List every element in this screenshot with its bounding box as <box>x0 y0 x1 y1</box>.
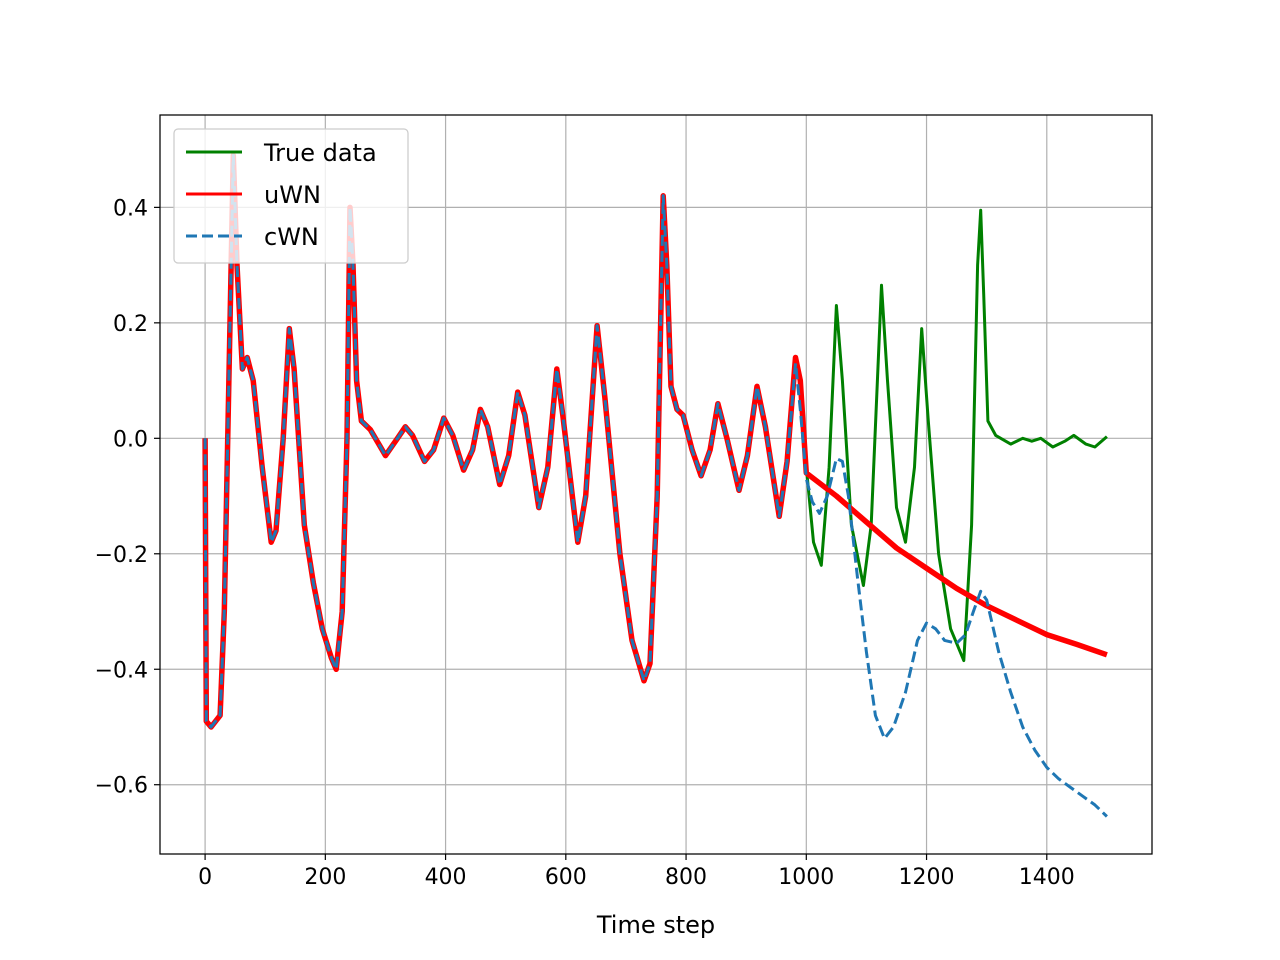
y-tick-label: −0.6 <box>95 774 148 799</box>
x-axis: 0 200 400 600 800 1000 1200 1400 <box>198 854 1075 890</box>
y-tick-label: −0.2 <box>95 543 148 568</box>
y-tick-label: 0.4 <box>113 196 148 221</box>
legend-box <box>173 128 409 264</box>
plot-area <box>202 152 1108 818</box>
y-tick-label: 0.2 <box>113 312 148 337</box>
x-tick-label: 1200 <box>899 865 955 890</box>
series-line-cwn <box>203 153 1108 818</box>
x-tick-label: 600 <box>545 865 587 890</box>
x-tick-label: 1400 <box>1019 865 1075 890</box>
x-tick-label: 1000 <box>778 865 834 890</box>
legend-label-cwn: cWN <box>264 223 319 251</box>
x-tick-label: 400 <box>425 865 467 890</box>
y-axis: −0.6 −0.4 −0.2 0.0 0.2 0.4 <box>95 196 160 799</box>
legend-label-true-data: True data <box>263 139 377 167</box>
x-tick-label: 200 <box>304 865 346 890</box>
legend-label-uwn: uWN <box>264 181 321 209</box>
y-tick-label: 0.0 <box>113 427 148 452</box>
x-axis-title: Time step <box>596 911 715 939</box>
legend: True data uWN cWN <box>173 128 409 264</box>
plot-frame <box>159 114 1153 855</box>
y-tick-label: −0.4 <box>95 658 148 683</box>
x-tick-label: 800 <box>665 865 707 890</box>
x-tick-label: 0 <box>198 865 212 890</box>
